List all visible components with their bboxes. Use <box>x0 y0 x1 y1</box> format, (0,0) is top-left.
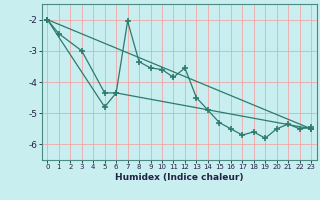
X-axis label: Humidex (Indice chaleur): Humidex (Indice chaleur) <box>115 173 244 182</box>
